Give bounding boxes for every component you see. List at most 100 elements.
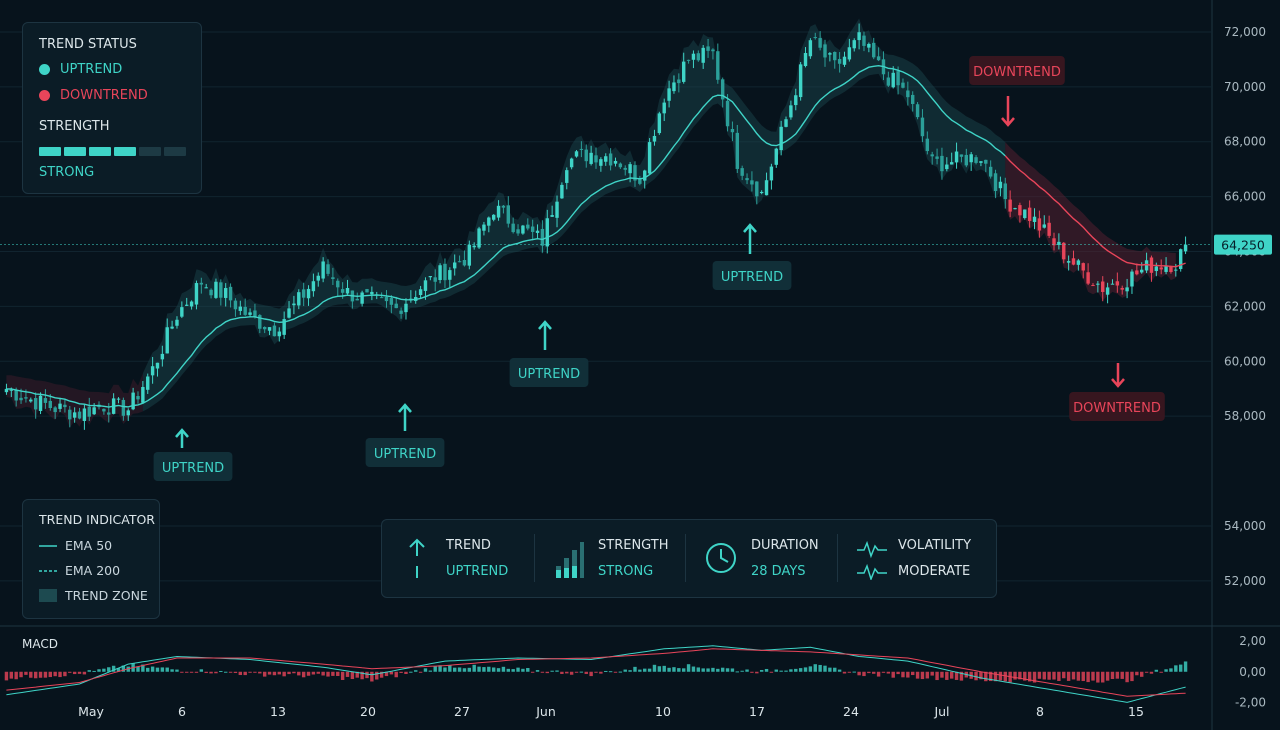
macd-histogram-bar (428, 670, 433, 672)
candle-body (131, 392, 135, 410)
macd-histogram-bar (1091, 671, 1095, 681)
candle-body (267, 327, 272, 331)
macd-histogram-bar (686, 664, 691, 672)
macd-signal-line (6, 648, 1186, 697)
macd-histogram-bar (716, 668, 720, 672)
stat-duration-label: DURATION (751, 538, 819, 553)
candle-body (491, 214, 496, 220)
macd-histogram-bar (116, 668, 121, 672)
annotation-label: UPTREND (374, 447, 436, 462)
candle-body (72, 412, 77, 418)
macd-histogram-bar (633, 666, 637, 672)
macd-histogram-bar (404, 671, 408, 675)
stat-duration: DURATION 28 DAYS (705, 520, 835, 597)
macd-histogram-bar (141, 664, 145, 672)
candle-body (355, 298, 359, 301)
candle-body (691, 53, 696, 60)
macd-tick-label: 2,00 (1239, 634, 1266, 648)
macd-panel: 2,00 0,00 -2,00 (4, 634, 1266, 709)
candle-body (477, 228, 481, 248)
annotation-box (509, 358, 589, 387)
candle-body (516, 229, 520, 234)
macd-histogram-bar (998, 671, 1003, 681)
candle-body (438, 265, 442, 280)
macd-histogram-bar (574, 671, 579, 673)
macd-histogram-bar (462, 668, 467, 672)
annotation-box (712, 261, 792, 290)
downtrend-dot-icon (39, 90, 50, 101)
macd-histogram-bar (150, 666, 155, 672)
candle-body (223, 288, 228, 298)
ema-line (6, 64, 1186, 408)
macd-histogram-bar (774, 669, 778, 672)
candle-body (1076, 260, 1081, 265)
candle-body (58, 403, 62, 409)
candle-body (1086, 272, 1090, 284)
macd-histogram-bar (696, 667, 701, 672)
candle-body (798, 64, 803, 98)
macd-histogram-bar (68, 671, 72, 673)
macd-histogram-bar (448, 664, 452, 672)
candle-body (1032, 216, 1037, 222)
macd-histogram-bar (1027, 671, 1032, 682)
candle-body (150, 366, 155, 376)
macd-histogram-bar (43, 671, 48, 678)
candle-body (336, 280, 340, 288)
macd-histogram-bar (1178, 664, 1183, 672)
macd-histogram-bar (1013, 671, 1017, 680)
macd-histogram-bar (1125, 671, 1129, 683)
macd-histogram-bar (311, 671, 316, 675)
candle-body (160, 353, 165, 360)
candle-body (876, 56, 881, 61)
candle-body (988, 166, 993, 177)
candle-body (979, 161, 983, 163)
macd-histogram-bar (647, 668, 652, 672)
x-tick-label: 6 (178, 704, 186, 719)
candle-body (662, 102, 666, 114)
y-tick-label: 70,000 (1224, 80, 1266, 94)
candle-body (930, 154, 934, 157)
macd-histogram-bar (58, 671, 62, 678)
macd-histogram-bar (506, 668, 511, 672)
macd-histogram-bar (940, 671, 944, 678)
macd-histogram-bar (1174, 665, 1178, 672)
macd-histogram-bar (1169, 668, 1173, 672)
candle-body (1101, 281, 1105, 292)
macd-histogram-bar (959, 671, 964, 681)
macd-histogram-bar (253, 671, 257, 673)
candle-body (1130, 271, 1134, 287)
candle-body (847, 47, 852, 60)
candle-body (121, 399, 126, 416)
macd-histogram-bar (272, 671, 277, 676)
candle-body (945, 164, 949, 170)
macd-histogram-bar (433, 665, 437, 672)
candle-body (813, 37, 817, 39)
candle-body (423, 280, 428, 291)
candle-body (1027, 207, 1032, 221)
candle-body (584, 149, 588, 162)
macd-histogram-bar (491, 667, 496, 672)
candle-body (43, 398, 48, 403)
macd-histogram-bar (657, 666, 662, 672)
zone-swatch-icon (39, 589, 57, 602)
legend-title: TREND STATUS (39, 37, 137, 52)
strength-segment (139, 147, 161, 156)
legend-uptrend: UPTREND (39, 62, 122, 77)
candle-body (496, 205, 501, 218)
candle-body (482, 224, 486, 231)
macd-histogram-bar (1071, 671, 1076, 680)
macd-histogram-bar (1120, 671, 1124, 679)
macd-histogram-bar (1115, 671, 1120, 679)
stat-trend: TREND UPTREND (406, 520, 536, 597)
candle-body (1183, 244, 1188, 252)
divider (685, 534, 686, 582)
macd-histogram-bar (155, 667, 160, 672)
macd-histogram-bar (97, 669, 101, 672)
candle-body (735, 132, 740, 169)
candle-body (906, 90, 910, 98)
macd-histogram-bar (808, 666, 813, 672)
indicator-title: TREND INDICATOR (39, 512, 155, 527)
legend-uptrend-label: UPTREND (60, 62, 123, 77)
candle-body (14, 389, 18, 401)
macd-histogram-bar (4, 671, 9, 681)
